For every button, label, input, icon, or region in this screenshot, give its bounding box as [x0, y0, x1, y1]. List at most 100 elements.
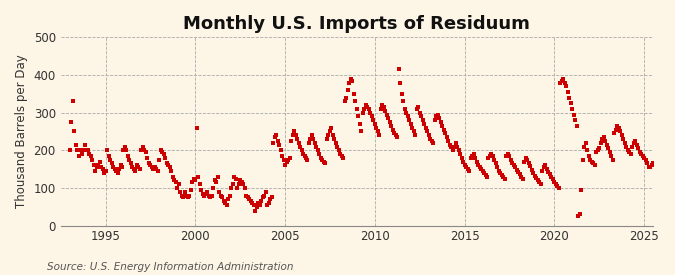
Point [609, 131, 620, 136]
Point [381, 112, 392, 117]
Point [653, 170, 664, 174]
Point [453, 148, 464, 153]
Point [508, 163, 519, 167]
Point [396, 92, 407, 96]
Point [576, 188, 587, 192]
Point [384, 120, 395, 124]
Point [211, 180, 221, 185]
Point [468, 152, 479, 156]
Point [106, 161, 117, 166]
Point [421, 125, 431, 130]
Point [579, 144, 590, 149]
Point [293, 141, 304, 145]
Point [133, 165, 144, 169]
Point [379, 105, 389, 109]
Point [564, 95, 574, 100]
Point [296, 148, 307, 153]
Point [652, 168, 663, 172]
Point [199, 193, 210, 198]
Point [192, 125, 202, 130]
Point [79, 142, 90, 147]
Point [166, 169, 177, 173]
Point [549, 180, 560, 184]
Point [474, 165, 485, 169]
Point [105, 158, 115, 162]
Point [441, 135, 452, 139]
Point [368, 118, 379, 122]
Point [266, 195, 277, 200]
Point [229, 174, 240, 179]
Point [107, 165, 118, 169]
Point [462, 167, 473, 171]
Point [567, 107, 578, 111]
Point [350, 99, 360, 104]
Point [531, 176, 542, 180]
Point [313, 148, 323, 153]
Point [317, 158, 328, 162]
Point [507, 161, 518, 166]
Point [97, 167, 108, 171]
Point [215, 193, 226, 198]
Point [367, 114, 377, 119]
Point [121, 148, 132, 153]
Point [543, 170, 554, 174]
Point [472, 163, 483, 167]
Point [236, 180, 247, 185]
Point [149, 165, 160, 169]
Point [145, 163, 156, 167]
Point [78, 148, 88, 153]
Point [319, 160, 329, 164]
Point [614, 125, 624, 130]
Point [405, 122, 416, 126]
Point [371, 125, 381, 130]
Point [483, 156, 494, 160]
Point [524, 161, 535, 166]
Point [591, 150, 601, 154]
Point [616, 133, 627, 138]
Point [450, 141, 461, 145]
Point [466, 154, 477, 158]
Point [558, 76, 569, 81]
Point [245, 199, 256, 203]
Point [545, 172, 556, 176]
Point [610, 127, 621, 132]
Point [99, 171, 109, 175]
Point [500, 176, 510, 181]
Point [375, 107, 386, 111]
Point [337, 154, 348, 158]
Point [643, 165, 654, 169]
Point [73, 154, 84, 158]
Point [374, 133, 385, 138]
Point [585, 158, 595, 162]
Point [600, 139, 611, 143]
Point [503, 152, 514, 156]
Point [619, 141, 630, 145]
Point [200, 191, 211, 196]
Point [514, 172, 525, 177]
Point [68, 99, 78, 104]
Point [251, 205, 262, 209]
Point [340, 99, 350, 104]
Point [358, 111, 369, 115]
Point [655, 172, 666, 177]
Point [670, 179, 675, 183]
Point [402, 114, 413, 119]
Point [207, 193, 217, 198]
Point [392, 135, 403, 139]
Point [582, 148, 593, 153]
Point [608, 158, 618, 162]
Point [227, 182, 238, 186]
Point [218, 199, 229, 203]
Point [541, 167, 552, 171]
Point [603, 146, 614, 151]
Point [471, 160, 482, 164]
Point [223, 197, 234, 202]
Point [81, 148, 92, 153]
Point [394, 67, 404, 72]
Point [250, 208, 261, 213]
Point [485, 154, 495, 158]
Point [562, 90, 573, 94]
Point [117, 165, 128, 169]
Point [645, 165, 655, 169]
Point [134, 167, 145, 171]
